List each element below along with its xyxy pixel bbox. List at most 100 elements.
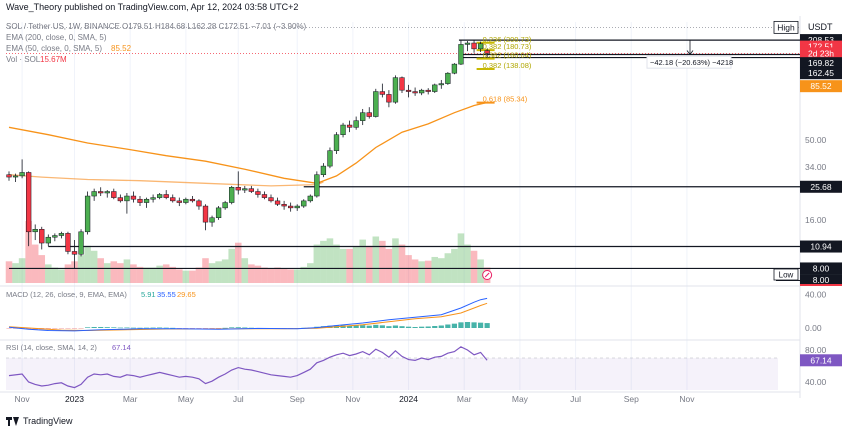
candle (163, 190, 169, 200)
candle (124, 192, 130, 214)
candle (451, 63, 458, 75)
volume-bar (359, 239, 366, 283)
measure-label-box (646, 55, 732, 69)
price-label-box (800, 262, 842, 275)
volume-bar (274, 267, 281, 283)
macd-histogram-bar (58, 328, 64, 329)
candle (425, 88, 431, 95)
macd-histogram-bar (189, 328, 195, 329)
support-resistance-levels (6, 27, 800, 270)
candle (445, 72, 451, 85)
candle (78, 229, 84, 257)
candle-body (26, 172, 32, 233)
macd-y-tick-label: 0.00 (805, 323, 822, 333)
candle-body (84, 195, 91, 233)
candle (366, 107, 372, 119)
candle (235, 171, 241, 195)
x-tick-label: 2024 (399, 394, 418, 404)
volume-bar (64, 264, 72, 283)
volume-bar (51, 267, 59, 283)
candle-body (477, 43, 484, 50)
candle-body (117, 197, 123, 202)
volume-bar (438, 258, 445, 283)
candle-body (288, 205, 294, 209)
macd-histogram-bar (386, 326, 392, 328)
ema-200-legend: EMA (200, close, 0, SMA, 5) (6, 33, 107, 42)
measure-label: −42.18 (−20.63%) −4218 (650, 58, 733, 67)
candle-body (255, 191, 261, 195)
volume-bar (248, 264, 255, 283)
price-label-box (800, 240, 842, 253)
candle-body (202, 205, 209, 223)
macd-histogram-bar (6, 328, 12, 329)
volume-bar (110, 261, 118, 283)
macd-histogram-bar (130, 327, 137, 329)
macd-histogram-bar (464, 322, 471, 328)
rsi-band (6, 358, 778, 390)
macd-histogram-bar (170, 327, 176, 329)
candle (157, 192, 163, 200)
candle-body (320, 165, 327, 175)
rsi-last-box (800, 354, 842, 367)
candle (12, 173, 19, 182)
candle-body (412, 91, 418, 94)
candle (399, 76, 405, 93)
candle (327, 147, 333, 169)
volume-bar (5, 261, 13, 283)
candle (412, 87, 418, 96)
price-label: 25.68 (810, 182, 832, 192)
publisher-text: Wave_Theory published on TradingView.com… (6, 2, 299, 12)
candle (104, 190, 110, 198)
macd-histogram-bar (216, 328, 222, 329)
rsi-last-label: 67.14 (810, 355, 832, 365)
rsi-y-tick-label: 80.00 (805, 345, 827, 355)
candle-body (111, 191, 117, 198)
volume-bar (352, 247, 360, 283)
volume-bar (228, 248, 235, 283)
fib-level-label: 0.382 (138.08) (483, 61, 532, 70)
macd-y-tick-label: 40.00 (805, 290, 827, 300)
candle (248, 185, 254, 193)
fib-level-label: 0.382 (180.73) (483, 42, 532, 51)
symbol-ohlc-legend: SOL / Tether US, 1W, BINANCE O179.51 H18… (6, 22, 307, 31)
macd-histogram-bar (45, 328, 51, 329)
candle-body (261, 194, 268, 198)
price-label-box (800, 180, 842, 193)
macd-histogram-bar (373, 324, 379, 328)
price-label-box (800, 67, 842, 80)
last-price-tail (800, 284, 842, 286)
candle-body (215, 207, 222, 219)
candle (464, 40, 471, 52)
candle-body (451, 63, 458, 74)
macd-histogram-bar (202, 328, 209, 329)
macd-histogram-bar (104, 327, 110, 328)
candle (65, 231, 71, 255)
fibonacci-levels: 0.236 (200.73)0.382 (180.73)0.382 (160.0… (476, 35, 532, 104)
rsi-pane: RSI (14, close, SMA, 14, 2) 67.14 80.0040.… (6, 343, 842, 390)
candle-body (150, 197, 156, 200)
candle-body (471, 42, 477, 50)
volume-bar (464, 244, 471, 283)
candle-body (65, 233, 71, 252)
volume-bar (202, 258, 209, 283)
fib-level-label: 0.236 (200.73) (483, 35, 532, 44)
macd-histogram-bar (445, 324, 451, 328)
volume-bar (221, 259, 229, 283)
x-tick-label: Sep (290, 394, 305, 404)
macd-histogram-bar (360, 325, 366, 328)
macd-histogram-bar (235, 327, 241, 328)
candle-body (58, 233, 65, 236)
x-tick-label: Mar (457, 394, 472, 404)
candle-body (19, 172, 25, 177)
volume-bar (477, 259, 484, 283)
y-tick-label: 34.00 (805, 162, 827, 172)
fib-level-label: 0.382 (160.04) (483, 51, 532, 60)
candle (52, 233, 58, 242)
candle (58, 231, 65, 239)
x-tick-label: Nov (679, 394, 695, 404)
macd-hist-value: 5.91 (141, 290, 156, 299)
macd-histogram-bar (26, 328, 32, 330)
x-tick-label: May (178, 394, 195, 404)
candle (340, 122, 346, 138)
